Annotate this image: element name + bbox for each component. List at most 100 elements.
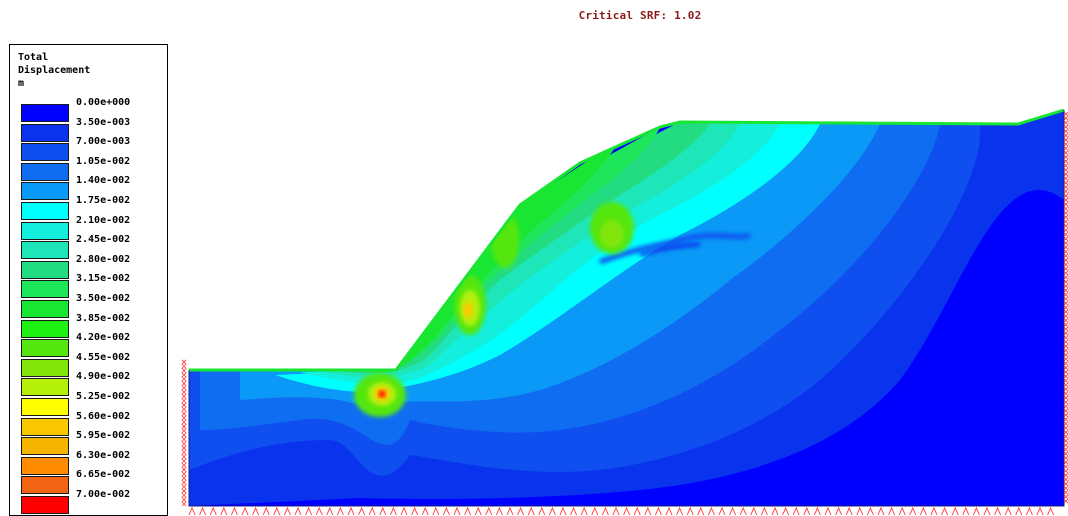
- restraint-symbol: [485, 506, 493, 516]
- legend-entry: 3.85e-002: [20, 313, 168, 340]
- restraint-symbol: [1063, 477, 1068, 482]
- legend-value-label: 4.90e-002: [76, 371, 131, 383]
- restraint-symbol: [856, 506, 864, 516]
- restraint-symbol: [1063, 236, 1068, 241]
- restraint-symbol: [181, 372, 187, 378]
- restraint-symbol: [336, 506, 344, 516]
- restraint-symbol: [358, 506, 366, 516]
- restraint-symbol: [453, 506, 461, 516]
- restraint-symbol: [909, 506, 917, 516]
- restraint-symbol: [1063, 163, 1068, 168]
- legend-entry: 7.00e-002: [20, 489, 168, 516]
- restraint-symbol: [1063, 382, 1068, 388]
- restraint-symbol: [1063, 292, 1068, 297]
- legend-color-swatch: [21, 358, 69, 377]
- restraint-symbol: [181, 381, 187, 386]
- restraint-symbol: [1063, 180, 1068, 186]
- restraint-symbol: [1015, 506, 1023, 516]
- restraint-symbol: [181, 497, 187, 503]
- restraint-symbol: [1063, 150, 1068, 155]
- restraint-symbol: [181, 385, 187, 391]
- legend-entry: 2.10e-002: [20, 215, 168, 242]
- restraint-symbol: [1063, 352, 1068, 358]
- legend-value-label: 1.05e-002: [76, 155, 131, 167]
- restraint-symbol: [181, 462, 187, 468]
- restraint-symbol: [824, 506, 832, 516]
- restraint-symbol: [1063, 159, 1068, 164]
- restraint-symbol: [181, 484, 187, 490]
- restraint-symbol: [326, 506, 334, 516]
- restraint-symbol: [1063, 279, 1068, 284]
- restraint-symbol: [495, 506, 503, 516]
- restraint-symbol: [1063, 331, 1068, 336]
- restraint-symbol: [1063, 116, 1068, 121]
- restraint-symbol: [181, 359, 187, 365]
- restraint-symbol: [1063, 154, 1068, 160]
- legend-color-swatch: [21, 280, 69, 299]
- restraint-symbol: [181, 363, 187, 369]
- restraint-symbol: [181, 424, 187, 429]
- restraint-symbol: [813, 506, 821, 516]
- legend-color-swatch: [21, 241, 69, 260]
- legend-entry: 7.00e-003: [20, 136, 168, 163]
- restraint-symbol: [181, 454, 187, 460]
- restraint-symbol: [951, 506, 959, 516]
- restraint-symbol: [1063, 305, 1068, 310]
- restraint-symbol: [1063, 313, 1068, 319]
- restraint-symbol: [1063, 270, 1068, 276]
- legend-heading-displacement: Displacement: [18, 65, 91, 76]
- restraint-symbol: [803, 506, 811, 516]
- legend-value-label: 6.65e-002: [76, 469, 131, 481]
- restraint-symbol: [262, 506, 270, 516]
- restraint-symbol: [1063, 227, 1068, 233]
- legend-value-label: 4.55e-002: [76, 351, 131, 363]
- restraint-symbol: [1063, 438, 1068, 444]
- restraint-symbol: [1063, 417, 1068, 422]
- legend-entry: 5.95e-002: [20, 430, 168, 457]
- legend-unit: m: [18, 78, 25, 89]
- restraint-symbol: [1063, 214, 1068, 220]
- restraint-symbol: [181, 445, 187, 451]
- restraint-symbol: [771, 506, 779, 516]
- legend-color-swatch: [21, 260, 69, 279]
- restraint-symbol: [181, 419, 187, 425]
- restraint-symbol: [379, 506, 387, 516]
- restraint-symbol: [442, 506, 450, 516]
- restraint-symbol: [181, 415, 187, 421]
- restraint-symbol: [1063, 447, 1068, 452]
- legend-color-swatch: [21, 397, 69, 416]
- restraint-symbol: [1063, 451, 1068, 456]
- restraint-symbol: [983, 506, 991, 516]
- slope-surface-line: [189, 108, 1065, 372]
- restraint-symbol: [866, 506, 874, 516]
- legend-color-swatch: [21, 319, 69, 338]
- restraint-symbol: [181, 398, 187, 404]
- legend-color-swatch: [21, 143, 69, 162]
- restraint-symbol: [1063, 481, 1068, 487]
- restraint-symbol: [474, 506, 482, 516]
- restraint-symbol: [421, 506, 429, 516]
- legend-entry: 3.15e-002: [20, 273, 168, 300]
- restraint-symbol: [1063, 425, 1068, 431]
- legend-color-swatch: [21, 299, 69, 318]
- legend-value-label: 3.50e-002: [76, 292, 131, 304]
- restraint-symbol: [432, 506, 440, 516]
- legend-value-label: 4.20e-002: [76, 332, 131, 344]
- legend-value-label: 2.45e-002: [76, 234, 131, 246]
- restraint-symbol: [1063, 111, 1068, 117]
- restraint-symbol: [389, 506, 397, 516]
- restraint-symbol: [1063, 434, 1068, 439]
- legend-entry: 4.20e-002: [20, 332, 168, 359]
- legend-color-scale: 0.00e+000 3.50e-003 7.00e-003 1.05e-002 1.40…: [20, 97, 168, 516]
- restraint-symbol: [898, 506, 906, 516]
- restraint-symbol: [1047, 506, 1055, 516]
- legend-entry: 1.40e-002: [20, 175, 168, 202]
- restraint-symbol: [665, 506, 673, 516]
- restraint-symbol: [181, 471, 187, 477]
- restraint-symbol: [1063, 146, 1068, 151]
- legend-value-label: 1.75e-002: [76, 194, 131, 206]
- restraint-symbol: [994, 506, 1002, 516]
- restraint-symbol: [941, 506, 949, 516]
- legend-entry: 4.90e-002: [20, 371, 168, 398]
- restraint-symbol: [697, 506, 705, 516]
